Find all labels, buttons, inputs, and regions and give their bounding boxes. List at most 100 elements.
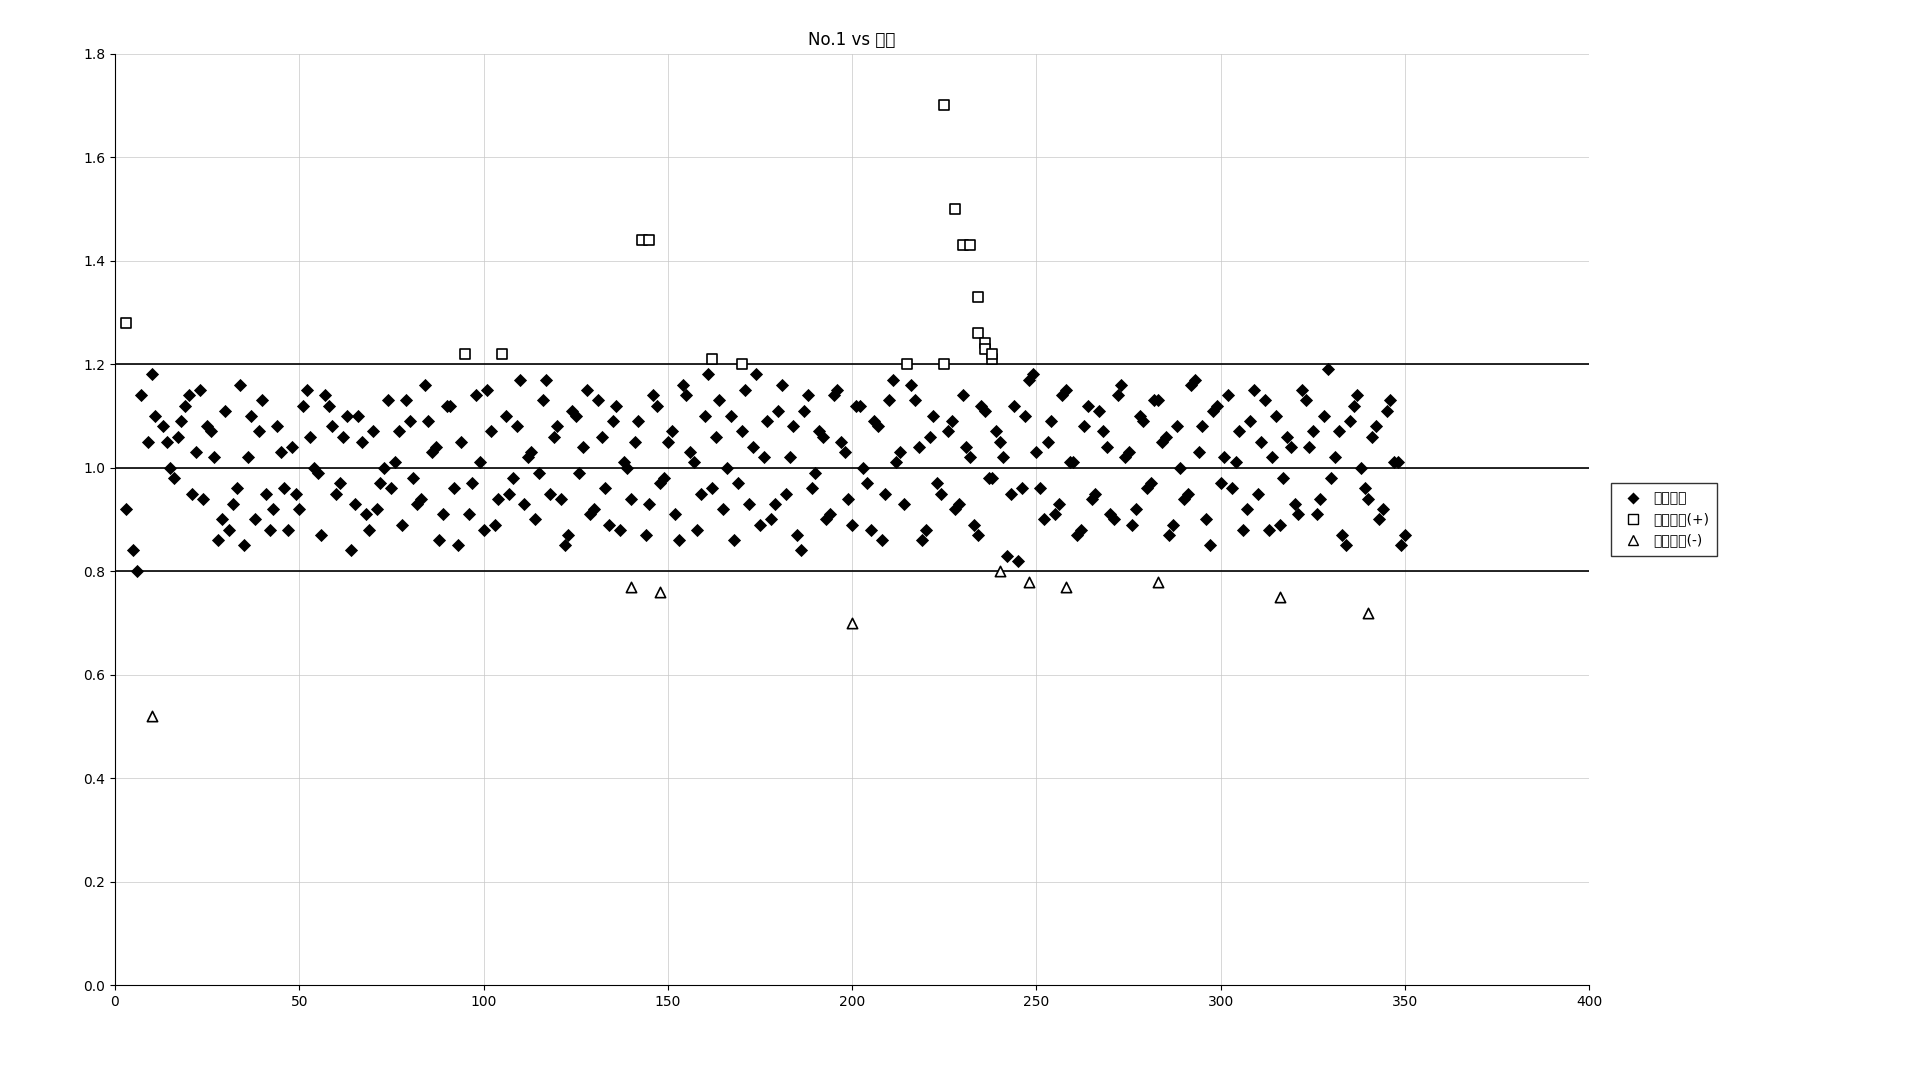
Point bbox=[1235, 412, 1265, 429]
Point bbox=[375, 480, 406, 497]
Point bbox=[1127, 412, 1158, 429]
Point bbox=[302, 465, 333, 482]
Point bbox=[1032, 433, 1062, 450]
Point bbox=[1106, 376, 1137, 393]
Point bbox=[1156, 516, 1187, 533]
Point bbox=[431, 397, 461, 414]
Point bbox=[390, 392, 421, 409]
Point bbox=[1208, 449, 1238, 466]
Point bbox=[1330, 537, 1361, 554]
Point bbox=[545, 491, 576, 508]
Point bbox=[530, 372, 561, 389]
Point bbox=[1302, 506, 1332, 523]
Point bbox=[203, 531, 234, 548]
Point bbox=[940, 200, 970, 217]
Point bbox=[921, 474, 951, 492]
Point bbox=[1271, 428, 1302, 446]
Point bbox=[637, 387, 668, 404]
Point bbox=[214, 522, 245, 539]
Point bbox=[346, 433, 377, 450]
Point bbox=[1079, 485, 1110, 502]
Point bbox=[176, 485, 207, 502]
Point bbox=[756, 511, 787, 528]
Point bbox=[283, 500, 314, 517]
Point bbox=[1263, 516, 1294, 533]
Point bbox=[1124, 407, 1154, 424]
Point bbox=[991, 547, 1022, 564]
Point bbox=[718, 531, 748, 548]
Point bbox=[645, 584, 676, 601]
Point bbox=[1135, 474, 1166, 492]
Point bbox=[1139, 392, 1169, 409]
Point bbox=[402, 495, 433, 512]
Point bbox=[1198, 403, 1229, 420]
Point bbox=[1353, 491, 1384, 508]
Point bbox=[1108, 449, 1139, 466]
Point bbox=[578, 500, 609, 517]
Point bbox=[752, 412, 783, 429]
Point bbox=[1212, 387, 1242, 404]
Point bbox=[1378, 454, 1409, 471]
Point bbox=[442, 537, 473, 554]
Point bbox=[218, 495, 249, 512]
Point bbox=[306, 527, 337, 544]
Point bbox=[276, 438, 306, 455]
Point bbox=[486, 345, 517, 362]
Point bbox=[670, 387, 701, 404]
Point bbox=[1353, 604, 1384, 621]
Point bbox=[833, 491, 863, 508]
Point bbox=[653, 433, 683, 450]
Point bbox=[1374, 392, 1405, 409]
Point bbox=[538, 428, 568, 446]
Point bbox=[350, 506, 381, 523]
Point bbox=[848, 459, 879, 477]
Point bbox=[972, 469, 1003, 486]
Point bbox=[785, 542, 815, 559]
Point bbox=[207, 511, 237, 528]
Point bbox=[813, 506, 844, 523]
Point bbox=[829, 443, 859, 461]
Point bbox=[1131, 480, 1162, 497]
Point bbox=[1238, 381, 1269, 398]
Point bbox=[434, 397, 465, 414]
Point bbox=[1290, 392, 1321, 409]
Point bbox=[586, 428, 616, 446]
Point bbox=[737, 438, 768, 455]
Point bbox=[917, 407, 947, 424]
Point bbox=[358, 423, 389, 440]
Point bbox=[634, 495, 664, 512]
Point bbox=[825, 433, 856, 450]
Point bbox=[681, 522, 712, 539]
Point bbox=[513, 449, 544, 466]
Point bbox=[1003, 553, 1034, 570]
Point bbox=[959, 516, 990, 533]
Point bbox=[394, 412, 425, 429]
Point bbox=[262, 418, 293, 435]
Point bbox=[387, 516, 417, 533]
Point bbox=[896, 376, 926, 393]
Point bbox=[419, 438, 450, 455]
Point bbox=[557, 403, 588, 420]
Point bbox=[1112, 443, 1143, 461]
Point bbox=[542, 418, 572, 435]
Point bbox=[1028, 511, 1058, 528]
Point bbox=[733, 495, 764, 512]
Point bbox=[155, 459, 186, 477]
Point bbox=[287, 397, 318, 414]
Point bbox=[1039, 506, 1070, 523]
Point bbox=[892, 356, 923, 373]
Point bbox=[167, 412, 197, 429]
Point bbox=[605, 522, 635, 539]
Point bbox=[1342, 387, 1372, 404]
Point bbox=[1307, 407, 1338, 424]
Point bbox=[1323, 423, 1353, 440]
Point bbox=[1183, 443, 1213, 461]
Point bbox=[1390, 527, 1420, 544]
Point bbox=[789, 403, 819, 420]
Point bbox=[1223, 423, 1254, 440]
Point bbox=[314, 397, 345, 414]
Point bbox=[976, 469, 1007, 486]
Point bbox=[574, 506, 605, 523]
Point bbox=[877, 372, 907, 389]
Point bbox=[630, 527, 660, 544]
